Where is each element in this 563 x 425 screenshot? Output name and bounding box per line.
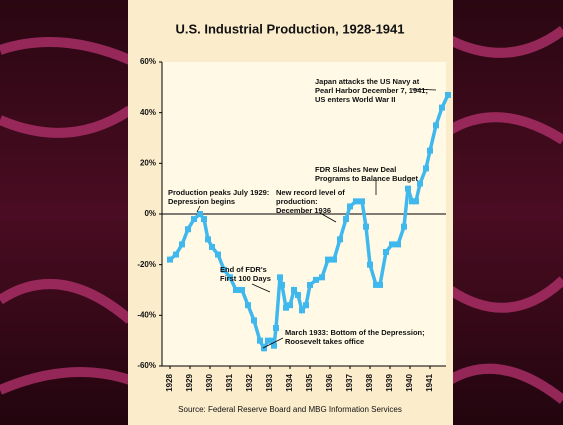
y-tick-label: 0% — [144, 209, 156, 218]
x-tick-label: 1934 — [285, 373, 294, 391]
marker — [337, 236, 343, 242]
marker — [215, 252, 221, 258]
source: Source: Federal Reserve Board and MBG In… — [178, 405, 402, 414]
marker — [395, 241, 401, 247]
x-tick-label: 1941 — [425, 373, 434, 391]
slide: U.S. Industrial Production, 1928-1941 So… — [0, 0, 563, 425]
marker — [273, 325, 279, 331]
marker — [279, 282, 285, 288]
x-tick-label: 1933 — [265, 373, 274, 391]
marker — [287, 302, 293, 308]
marker — [257, 338, 263, 344]
x-tick-label: 1930 — [205, 373, 214, 391]
annotation: Production peaks July 1929: — [168, 188, 269, 197]
annotation: End of FDR's — [220, 265, 267, 274]
annotation: FDR Slashes New Deal — [315, 165, 396, 174]
marker — [325, 257, 331, 263]
marker — [307, 282, 313, 288]
marker — [353, 198, 359, 204]
marker — [201, 216, 207, 222]
marker — [363, 224, 369, 230]
y-tick-label: 60% — [140, 57, 156, 66]
marker — [401, 224, 407, 230]
chart-title: U.S. Industrial Production, 1928-1941 — [175, 21, 404, 36]
marker — [251, 317, 257, 323]
marker — [185, 226, 191, 232]
x-tick-label: 1928 — [165, 373, 174, 391]
x-tick-label: 1936 — [325, 373, 334, 391]
marker — [439, 105, 445, 111]
annotation: First 100 Days — [220, 274, 271, 283]
y-tick-label: 40% — [140, 108, 156, 117]
annotation: December 1936 — [276, 206, 331, 215]
annotation: Japan attacks the US Navy at — [315, 77, 420, 86]
x-tick-label: 1932 — [245, 373, 254, 391]
marker — [233, 287, 239, 293]
marker — [427, 148, 433, 154]
marker — [359, 198, 365, 204]
marker — [367, 262, 373, 268]
marker — [319, 274, 325, 280]
marker — [205, 236, 211, 242]
annotation: Programs to Balance Budget — [315, 174, 418, 183]
marker — [423, 165, 429, 171]
annotation: Pearl Harbor December 7, 1941; — [315, 86, 428, 95]
marker — [245, 302, 251, 308]
marker — [295, 292, 301, 298]
x-tick-label: 1938 — [365, 373, 374, 391]
x-tick-label: 1940 — [405, 373, 414, 391]
marker — [405, 186, 411, 192]
marker — [343, 216, 349, 222]
marker — [383, 249, 389, 255]
marker — [433, 122, 439, 128]
marker — [331, 257, 337, 263]
marker — [303, 302, 309, 308]
marker — [389, 241, 395, 247]
y-tick-label: -40% — [137, 310, 156, 319]
annotation: New record level of — [276, 188, 345, 197]
marker — [377, 282, 383, 288]
marker — [173, 252, 179, 258]
marker — [313, 277, 319, 283]
marker — [191, 216, 197, 222]
marker — [347, 203, 353, 209]
y-tick-label: -60% — [137, 361, 156, 370]
x-tick-label: 1929 — [185, 373, 194, 391]
marker — [209, 244, 215, 250]
annotation: Roosevelt takes office — [285, 337, 364, 346]
x-tick-label: 1939 — [385, 373, 394, 391]
x-tick-label: 1937 — [345, 373, 354, 391]
annotation: production: — [276, 197, 318, 206]
y-tick-label: -20% — [137, 260, 156, 269]
marker — [413, 198, 419, 204]
annotation: Depression begins — [168, 197, 235, 206]
y-tick-label: 20% — [140, 158, 156, 167]
marker — [445, 92, 451, 98]
marker — [277, 274, 283, 280]
marker — [179, 241, 185, 247]
x-tick-label: 1931 — [225, 373, 234, 391]
annotation: US enters World War II — [315, 95, 395, 104]
annotation: March 1933: Bottom of the Depression; — [285, 328, 425, 337]
marker — [167, 257, 173, 263]
marker — [239, 287, 245, 293]
x-tick-label: 1935 — [305, 373, 314, 391]
